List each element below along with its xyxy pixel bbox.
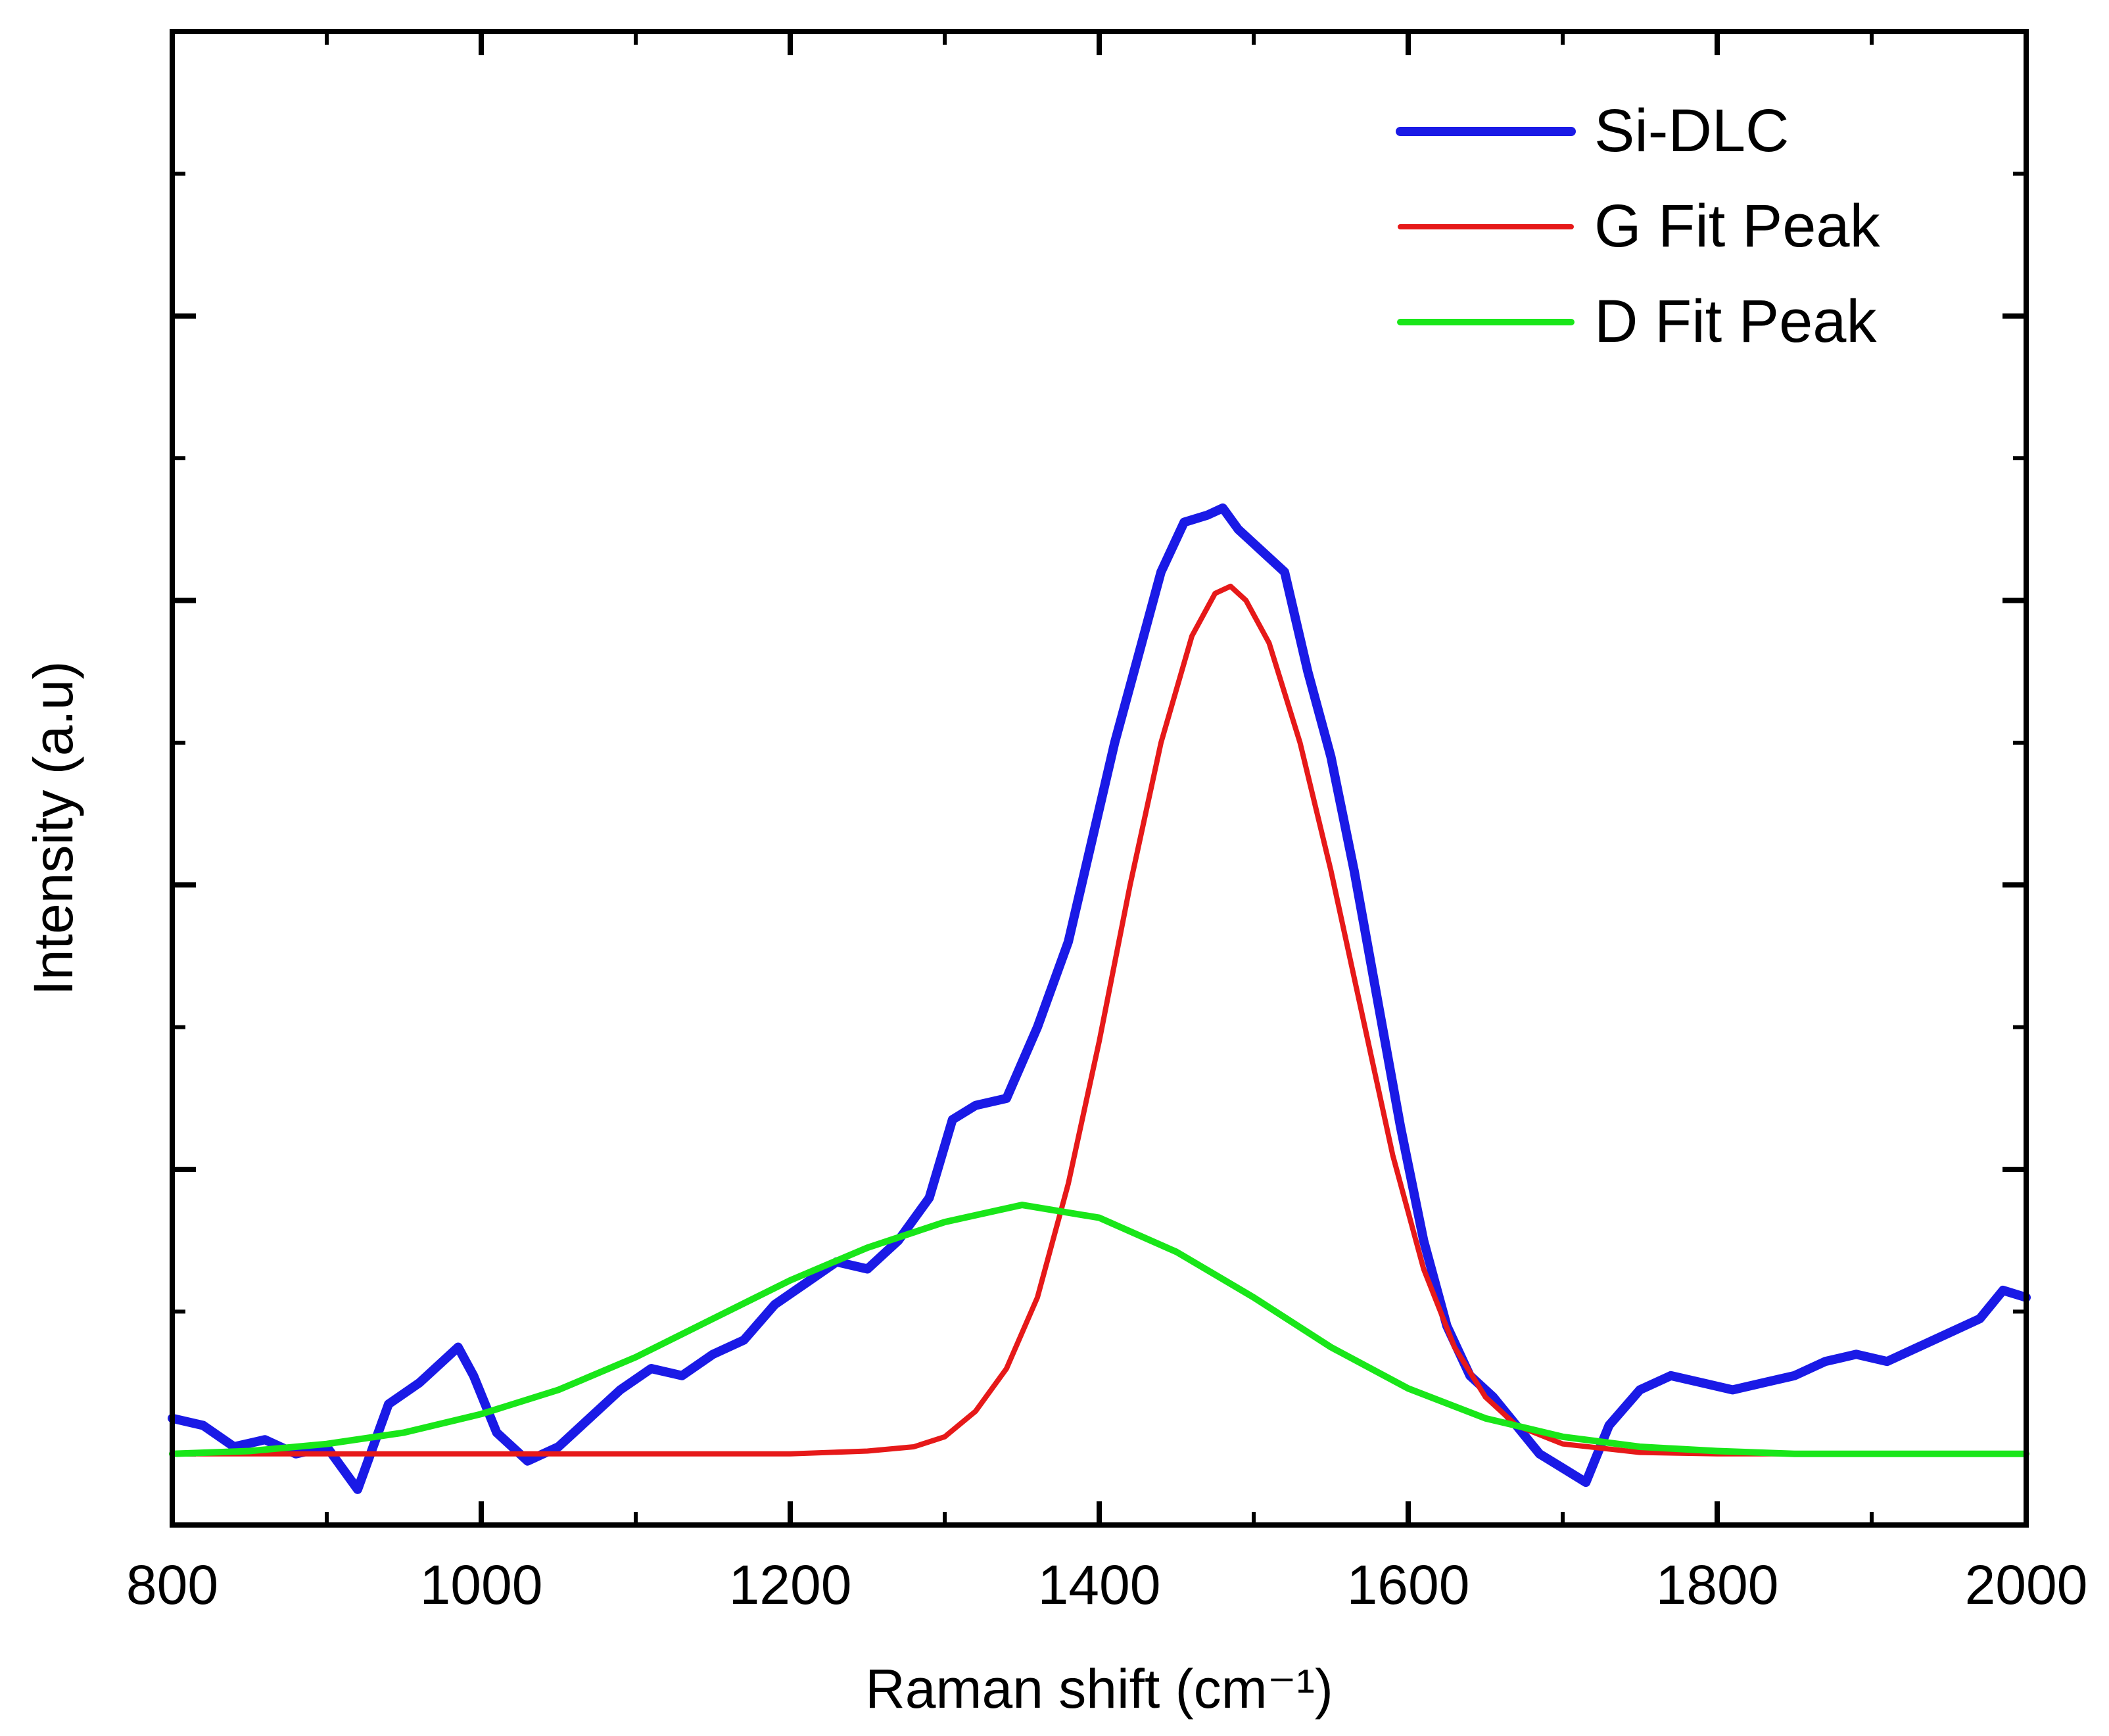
x-tick-labels: 800 1000 1200 1400 1600 1800 2000 (126, 1554, 2088, 1616)
x-tick-label: 1400 (1038, 1554, 1161, 1616)
x-tick-label: 1600 (1347, 1554, 1470, 1616)
x-tick-label: 1000 (420, 1554, 543, 1616)
legend-label-si_dlc: Si-DLC (1594, 97, 1789, 164)
legend-label-g_fit: G Fit Peak (1594, 193, 1881, 260)
x-tick-label: 2000 (1965, 1554, 2088, 1616)
series-line-si_dlc (168, 503, 2031, 1494)
legend: Si-DLC G Fit Peak D Fit Peak (1396, 97, 1881, 355)
x-axis-label: Raman shift (cm⁻¹) (865, 1658, 1333, 1720)
series-line-g_fit (185, 583, 1859, 1457)
legend-label-d_fit: D Fit Peak (1594, 288, 1877, 355)
plot-frame (170, 29, 2029, 1528)
x-tick-label: 1800 (1656, 1554, 1779, 1616)
x-tick-label: 1200 (729, 1554, 852, 1616)
x-tick-label: 800 (126, 1554, 218, 1616)
series-line-d_fit (169, 1202, 2029, 1457)
series-layer (168, 503, 2031, 1494)
y-axis-label: Intensity (a.u) (22, 661, 84, 996)
